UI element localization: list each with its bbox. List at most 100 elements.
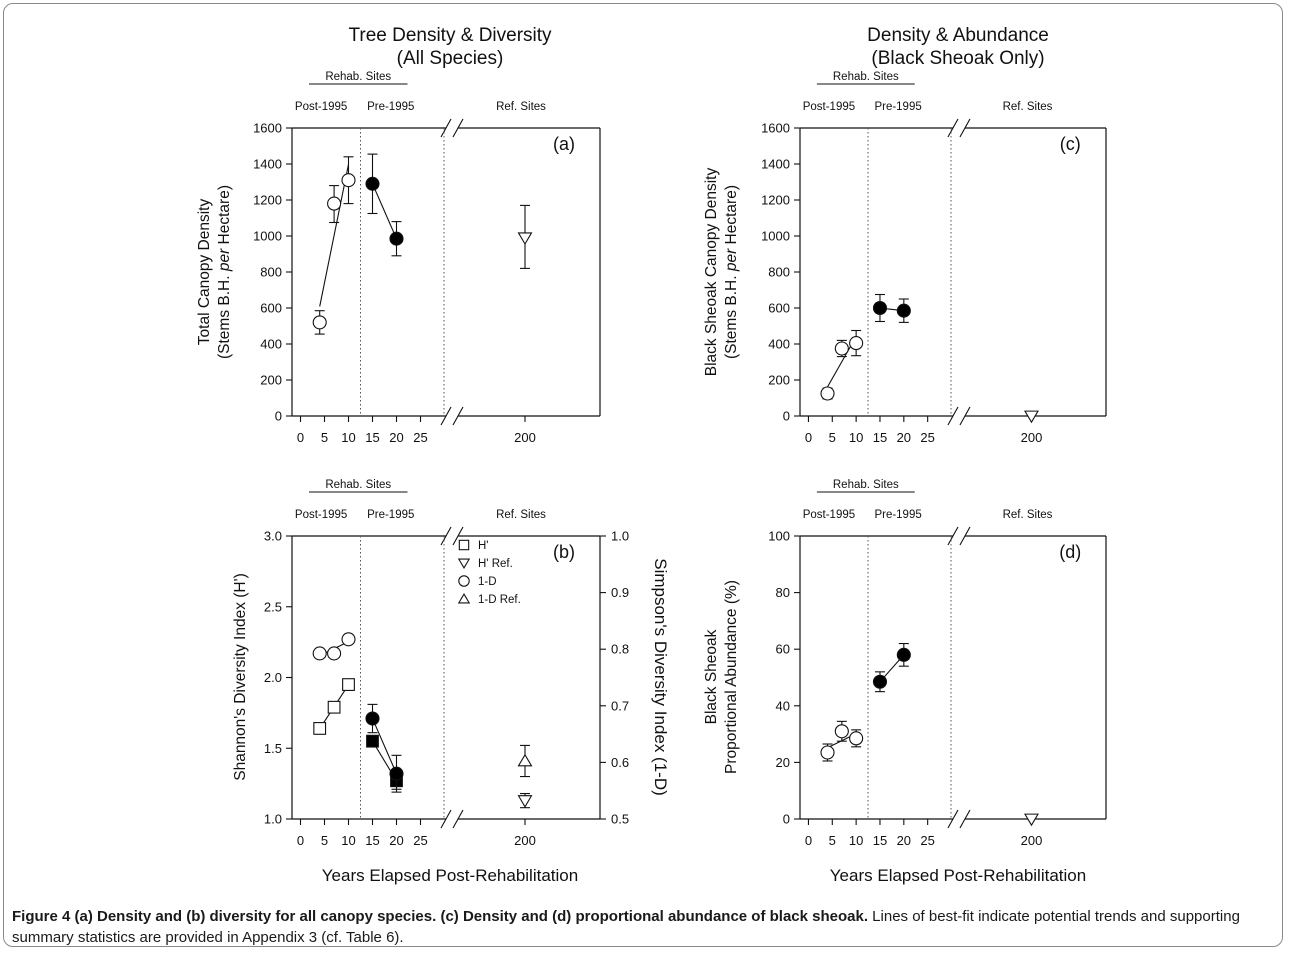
x-tick-label: 20 [389, 430, 403, 445]
y-tick-label: 400 [768, 337, 790, 352]
panel-letter: (a) [553, 134, 575, 154]
caption-text: Lines of best-fit indicate potential tre… [12, 908, 1240, 946]
trend-line [371, 718, 398, 774]
data-point [313, 722, 327, 735]
x-tick-label: 200 [514, 833, 536, 848]
x-tick-label: 25 [413, 833, 427, 848]
axis-break-mark [452, 406, 464, 426]
data-point [1024, 410, 1039, 424]
y-tick-label: 100 [768, 529, 790, 544]
sublabel-ref-sites: Ref. Sites [1003, 509, 1053, 521]
axis-break-mark [440, 118, 452, 138]
x-tick-label: 200 [1021, 833, 1043, 848]
y-tick-label: 1.5 [264, 741, 282, 756]
axis-break-mark [440, 406, 452, 426]
y-tick-label: 1.0 [264, 812, 282, 827]
data-point [517, 753, 533, 767]
axis-break-mark [452, 118, 464, 138]
legend-marker [458, 575, 470, 587]
sublabel-ref-sites: Ref. Sites [496, 101, 546, 113]
x-tick-label: 5 [321, 833, 328, 848]
x-tick-label: 5 [829, 430, 836, 445]
x-tick-label: 200 [1021, 430, 1043, 445]
y2-tick-label: 0.5 [611, 812, 629, 827]
x-tick-label: 0 [297, 833, 304, 848]
y-axis-label: Shannon's Diversity Index (H') [232, 573, 249, 781]
y-tick-label: 1000 [253, 229, 282, 244]
panel-a: Rehab. Sites Post-1995 Pre-1995 Ref. Sites 0… [196, 71, 601, 445]
y-tick-label: 80 [776, 585, 790, 600]
sublabel-post-1995: Post-1995 [295, 509, 347, 521]
legend-marker [457, 592, 471, 604]
data-point [872, 674, 888, 689]
legend-label: 1-D Ref. [478, 594, 521, 606]
x-tick-label: 15 [873, 430, 887, 445]
y-axis-label-line1: Black Sheoak [703, 629, 720, 724]
data-point [517, 232, 533, 246]
sublabel-ref-sites: Ref. Sites [1003, 101, 1053, 113]
data-point [327, 700, 341, 714]
data-point [517, 795, 533, 808]
y2-axis-label: Simpson's Diversity Index (1-D) [651, 558, 670, 796]
axis-break-mark [440, 526, 452, 546]
axis-break-mark [947, 118, 959, 138]
data-point [872, 300, 888, 316]
y-tick-label: 800 [768, 265, 790, 280]
x-tick-label: 20 [897, 430, 911, 445]
y-tick-label: 800 [260, 265, 282, 280]
sublabel-pre-1995: Pre-1995 [874, 101, 921, 113]
y-tick-label: 600 [768, 301, 790, 316]
y-axis-label-line1: Total Canopy Density [196, 199, 213, 346]
axis-break-mark [440, 809, 452, 829]
panel-c: Rehab. Sites Post-1995 Pre-1995 Ref. Sites 0… [703, 71, 1107, 445]
y2-tick-label: 0.8 [611, 642, 629, 657]
y-tick-label: 2.5 [264, 599, 282, 614]
rehab-sites-label: Rehab. Sites [325, 71, 391, 83]
data-point [834, 341, 849, 356]
y-tick-label: 1400 [253, 157, 282, 172]
y-tick-label: 20 [776, 755, 790, 770]
legend-marker [457, 558, 471, 570]
axis-break-mark [947, 809, 959, 829]
y-tick-label: 200 [768, 373, 790, 388]
sublabel-pre-1995: Pre-1995 [874, 509, 921, 521]
x-tick-label: 0 [805, 430, 812, 445]
x-tick-label: 5 [829, 833, 836, 848]
column-title-line2: (All Species) [397, 48, 504, 69]
axis-break-mark [959, 406, 971, 426]
column-title-line2: (Black Sheoak Only) [871, 48, 1044, 69]
x-tick-label: 10 [341, 430, 355, 445]
x-tick-label: 200 [514, 430, 536, 445]
axis-break-mark [947, 406, 959, 426]
sublabel-pre-1995: Pre-1995 [367, 101, 414, 113]
y2-tick-label: 0.6 [611, 755, 629, 770]
y2-tick-label: 0.9 [611, 585, 629, 600]
y-axis-label-line2: (Stems B.H. per Hectare) [216, 185, 233, 359]
y-tick-label: 400 [260, 337, 282, 352]
data-point [365, 176, 380, 191]
y-tick-label: 1600 [253, 121, 282, 136]
x-tick-label: 15 [873, 833, 887, 848]
caption-bold: Figure 4 (a) Density and (b) diversity f… [12, 908, 869, 925]
trend-line [319, 164, 350, 307]
rehab-sites-label: Rehab. Sites [833, 71, 899, 83]
data-point [366, 734, 379, 748]
axis-break-mark [959, 526, 971, 546]
axis-break-mark [947, 526, 959, 546]
panel-letter: (d) [1059, 542, 1081, 562]
figure-caption: Figure 4 (a) Density and (b) diversity f… [12, 906, 1274, 948]
data-point [312, 646, 327, 661]
y-tick-label: 3.0 [264, 529, 282, 544]
column-title-line1: Density & Abundance [867, 25, 1049, 46]
y-tick-label: 1600 [761, 121, 790, 136]
data-point [849, 336, 864, 351]
x-tick-label: 0 [297, 430, 304, 445]
legend-label: 1-D [478, 576, 497, 588]
y-tick-label: 1400 [761, 157, 790, 172]
data-point [365, 711, 380, 726]
data-point [327, 196, 342, 211]
data-point [327, 646, 342, 661]
y-tick-label: 40 [776, 698, 790, 713]
y2-tick-label: 0.7 [611, 698, 629, 713]
